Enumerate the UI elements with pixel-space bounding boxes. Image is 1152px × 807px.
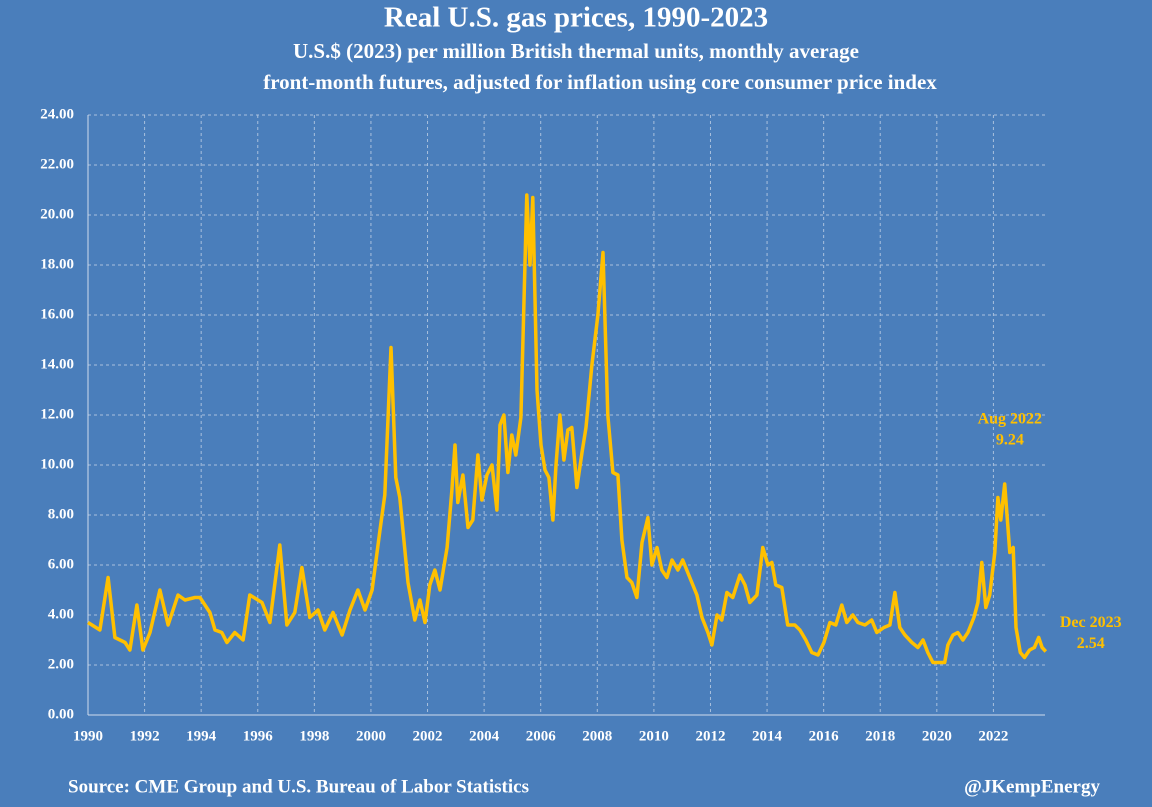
x-tick-label: 2000	[356, 728, 386, 744]
x-tick-label: 2012	[695, 728, 725, 744]
y-tick-label: 18.00	[40, 256, 74, 272]
chart-subtitle: front-month futures, adjusted for inflat…	[263, 70, 937, 94]
x-tick-label: 1996	[243, 728, 274, 744]
x-tick-label: 2002	[413, 728, 443, 744]
x-tick-label: 2008	[582, 728, 612, 744]
y-tick-label: 20.00	[40, 206, 74, 222]
y-tick-label: 8.00	[48, 506, 74, 522]
y-tick-label: 6.00	[48, 556, 74, 572]
y-tick-label: 14.00	[40, 356, 74, 372]
x-tick-label: 2014	[752, 728, 783, 744]
y-tick-label: 10.00	[40, 456, 74, 472]
price-line	[87, 193, 1048, 665]
chart-subtitle: U.S.$ (2023) per million British thermal…	[293, 39, 859, 63]
y-tick-label: 16.00	[40, 306, 74, 322]
x-tick-label: 2022	[978, 728, 1008, 744]
x-tick-label: 1998	[299, 728, 329, 744]
x-tick-label: 2004	[469, 728, 500, 744]
y-tick-label: 22.00	[40, 156, 74, 172]
y-tick-label: 12.00	[40, 406, 74, 422]
chart-title: Real U.S. gas prices, 1990-2023	[384, 2, 768, 34]
y-tick-label: 0.00	[48, 706, 74, 722]
credit: @JKempEnergy	[964, 776, 1100, 797]
source: Source: CME Group and U.S. Bureau of Lab…	[68, 776, 529, 797]
annotation-value: 9.24	[996, 432, 1024, 449]
annotation-value: 2.54	[1077, 635, 1105, 652]
x-tick-label: 2006	[526, 728, 557, 744]
annotation-text: Aug 2022	[978, 411, 1042, 428]
y-tick-label: 24.00	[40, 106, 74, 122]
x-tick-label: 2016	[809, 728, 840, 744]
x-tick-label: 2010	[639, 728, 669, 744]
x-tick-label: 2020	[922, 728, 952, 744]
x-tick-label: 1994	[186, 728, 217, 744]
x-tick-label: 1990	[73, 728, 103, 744]
y-tick-label: 2.00	[48, 656, 74, 672]
y-tick-label: 4.00	[48, 606, 74, 622]
annotation-text: Dec 2023	[1060, 614, 1122, 631]
x-tick-label: 1992	[130, 728, 160, 744]
x-tick-label: 2018	[865, 728, 895, 744]
